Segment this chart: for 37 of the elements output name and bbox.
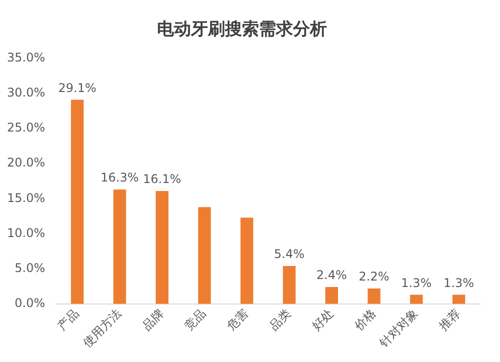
bar [70,100,84,304]
y-tick-label: 20.0% [6,156,46,170]
bar [156,190,168,304]
x-tick-label: 针对对象 [376,306,421,351]
y-tick-label: 25.0% [6,120,46,135]
bar [240,218,254,304]
bar [282,266,296,304]
y-tick-label: 35.0% [6,50,46,65]
data-label: 2.4% [316,268,347,282]
y-tick-label: 10.0% [6,226,46,240]
x-tick-label: 危害 [224,306,252,334]
x-tick-label: 产品 [54,306,82,334]
x-tick-label: 使用方法 [80,306,124,350]
x-tick-label: 品类 [266,306,294,334]
data-label: 16.1% [143,172,182,186]
y-tick-label: 30.0% [6,86,46,100]
y-tick-label: 15.0% [6,190,46,205]
y-tick-label: 5.0% [14,260,46,275]
bar [368,288,380,304]
chart-title: 电动牙刷搜索需求分析 [157,20,327,40]
data-label: 1.3% [444,276,474,290]
y-tick-label: 0.0% [14,296,46,310]
x-tick-label: 品牌 [140,306,166,334]
data-label: 1.3% [401,276,432,290]
bar [325,287,338,304]
bar [452,294,466,304]
data-label: 2.2% [358,270,390,284]
bar [113,190,126,304]
x-tick-label: 推荐 [436,306,464,334]
data-label: 29.1% [58,80,96,95]
bar [410,294,423,304]
x-tick-label: 价格 [350,306,378,334]
data-label: 5.4% [274,247,305,262]
bar [198,207,211,304]
x-tick-label: 好处 [309,306,336,334]
data-label: 16.3% [100,170,139,185]
x-tick-label: 竞品 [182,306,209,334]
